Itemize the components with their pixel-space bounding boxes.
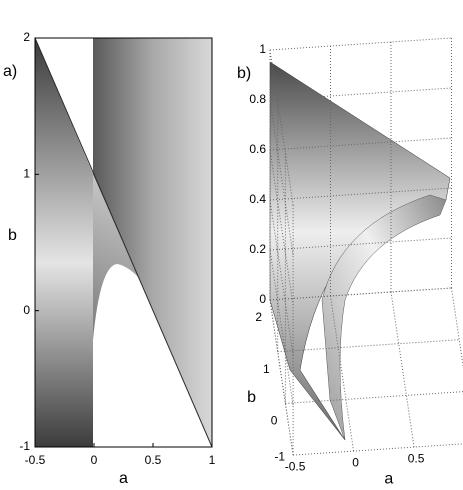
grid-line: [277, 339, 460, 353]
panel-b-surface: [269, 61, 451, 441]
x-tick-label: -0.5: [285, 459, 306, 473]
surface-sheet: [321, 194, 447, 441]
grid-line: [451, 287, 463, 369]
y-tick-label: -1: [274, 449, 285, 463]
y-tick-label: 2: [23, 30, 30, 44]
panel-label: a): [3, 63, 17, 80]
panel-a-shading: [34, 37, 213, 448]
y-tick-label: 1: [23, 167, 30, 181]
z-tick-label: 0.6: [249, 142, 266, 156]
x-tick-label: 0: [91, 453, 98, 467]
blank-region: [93, 264, 212, 447]
x-tick-label: -0.5: [25, 453, 46, 467]
panel-label: b): [237, 65, 251, 82]
x-tick-label: 0.5: [145, 453, 162, 467]
grid-line: [269, 299, 294, 456]
grid-line: [269, 87, 452, 101]
y-tick-label: 0: [23, 303, 30, 317]
grid-line: [269, 249, 294, 406]
y-tick-label: 0: [271, 414, 278, 428]
x-tick-label: 1: [209, 453, 216, 467]
grid-line: [269, 137, 452, 151]
y-tick-label: -1: [19, 439, 30, 453]
x-axis-label: a: [119, 470, 128, 487]
grid-line: [269, 187, 452, 201]
y-tick-label: 2: [255, 310, 262, 324]
plot-frame: [34, 37, 213, 448]
grid-line: [269, 199, 294, 356]
grid-line: [269, 149, 294, 306]
x-axis-label: a: [384, 470, 393, 487]
y-axis-label: b: [8, 227, 17, 244]
x-tick-label: 0: [352, 455, 359, 469]
z-tick-label: 0.2: [249, 242, 266, 256]
grid-line: [285, 391, 463, 404]
y-axis-label: b: [247, 389, 256, 406]
boundary-line: [34, 37, 213, 448]
grid-line: [269, 99, 294, 256]
z-tick-label: 1: [259, 42, 266, 56]
grid-line: [269, 37, 452, 51]
z-tick-label: 0.8: [249, 92, 266, 106]
grid-line: [269, 49, 294, 206]
y-tick-label: 1: [263, 362, 270, 376]
z-tick-label: 0: [259, 292, 266, 306]
shaded-region: [35, 38, 93, 447]
x-tick-label: 0.5: [408, 451, 425, 465]
grid-line: [269, 237, 452, 251]
z-tick-label: 0.4: [249, 192, 266, 206]
grid-line: [293, 443, 463, 456]
grid-line: [330, 295, 355, 452]
grid-line: [269, 287, 452, 301]
grid-line: [390, 291, 415, 448]
